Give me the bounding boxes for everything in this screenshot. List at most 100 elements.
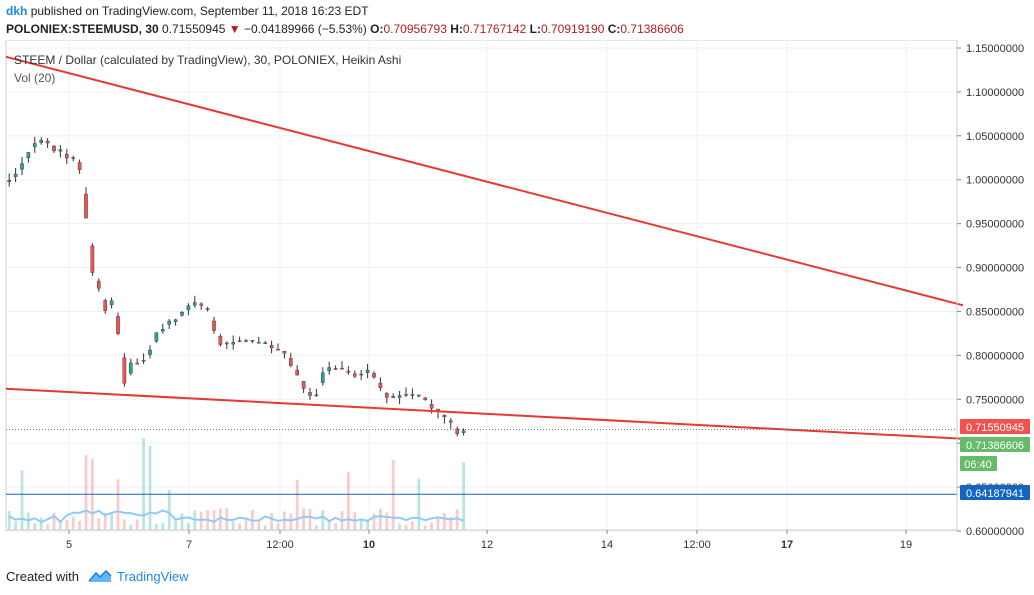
candle-body (180, 312, 184, 316)
candle-body (417, 394, 421, 397)
candle-body (359, 373, 364, 376)
candle-body (71, 157, 75, 159)
candle-body (205, 308, 210, 310)
volume-bar (455, 509, 459, 530)
candle-body (321, 372, 325, 383)
candle-body (96, 280, 101, 289)
symbol-line: POLONIEX:STEEMUSD, 30 0.71550945 ▼ −0.04… (6, 21, 684, 37)
volume-bar (135, 519, 139, 530)
candle-body (353, 373, 357, 377)
volume-bar (321, 510, 325, 530)
time-tick-label: 10 (363, 539, 375, 551)
close-label: C: (607, 22, 621, 36)
last-price: 0.71550945 (162, 22, 226, 36)
candle-body (372, 373, 376, 378)
candle-body (333, 368, 338, 370)
volume-bar (430, 522, 433, 530)
volume-bar (289, 513, 293, 530)
candle-body (84, 193, 88, 219)
candle-body (429, 404, 434, 409)
volume-bar (462, 462, 465, 530)
symbol-name: POLONIEX:STEEMUSD, 30 (6, 22, 159, 36)
chart-area[interactable]: 1.15000000 1.10000000 1.05000000 1.00000000… (0, 40, 1034, 559)
volume-bar (417, 478, 421, 530)
volume-label: Vol (20) (14, 71, 55, 85)
candle-body (39, 139, 43, 143)
price-tick-label: 0.75000000 (966, 394, 1024, 406)
volume-bar (212, 510, 216, 530)
time-axis[interactable]: 5 7 12:00 10 12 14 12:00 17 19 (6, 529, 957, 551)
candle-body (173, 319, 178, 322)
volume-bar (33, 523, 37, 530)
volume-bar (276, 523, 280, 530)
candle-body (423, 397, 428, 400)
volume-bar (52, 512, 56, 530)
volume-bar (436, 516, 440, 530)
tradingview-logo-icon[interactable] (88, 568, 112, 584)
volume-bar (379, 508, 382, 530)
volume-bar (449, 516, 453, 530)
candle-body (378, 382, 383, 389)
candle-body (64, 153, 69, 159)
candle-body (237, 340, 242, 342)
candle-body (269, 344, 274, 349)
price-tick-label: 0.90000000 (966, 263, 1024, 275)
volume-bar (347, 472, 350, 530)
candle-body (301, 381, 306, 389)
volume-bar (295, 479, 299, 530)
volume-bar (110, 512, 113, 530)
price-tag-bg (960, 485, 1030, 500)
price-tag-bg (960, 437, 1030, 452)
candle-body (122, 357, 127, 384)
price-change: −0.04189966 (−5.53%) (244, 22, 367, 36)
candles (7, 136, 466, 437)
footer: Created with TradingView (0, 559, 1034, 595)
volume-bar (404, 525, 408, 530)
volume-bar (187, 523, 190, 530)
volume-bar (231, 521, 235, 530)
candle-body (26, 152, 31, 159)
time-tick-label: 7 (186, 539, 192, 551)
price-tick-label: 0.60000000 (966, 526, 1024, 538)
volume-bar (129, 524, 133, 530)
volume-bar (20, 470, 24, 530)
candle-body (276, 348, 280, 351)
trendline-lower (5, 387, 964, 440)
volume-bar (148, 446, 152, 530)
price-tag-bg (960, 419, 1030, 434)
price-tag-label: 0.71386606 (966, 440, 1024, 452)
trendlines[interactable] (5, 55, 964, 440)
price-tick-label: 1.05000000 (966, 131, 1024, 143)
candle-body (148, 349, 152, 355)
candle-body (20, 163, 24, 170)
trendline-upper (5, 55, 964, 307)
candle-body (461, 430, 466, 433)
volume-bar (71, 516, 75, 530)
volume-bar (302, 508, 305, 530)
author-link[interactable]: dkh (6, 4, 28, 18)
publish-line: dkh published on TradingView.com, Septem… (6, 3, 368, 19)
volume-bar (116, 479, 120, 530)
candle-body (224, 342, 229, 345)
grid (6, 40, 957, 532)
levels (6, 429, 957, 495)
price-tag-label: 0.71550945 (966, 422, 1024, 434)
volume-bar (14, 521, 17, 530)
price-tick-label: 1.10000000 (966, 87, 1024, 99)
candle-body (7, 180, 11, 182)
candle-body (295, 369, 300, 376)
volume-bar (155, 523, 158, 530)
volume-bar (359, 519, 363, 530)
price-tick-label: 0.85000000 (966, 306, 1024, 318)
open-label: O: (370, 22, 384, 36)
candle-body (186, 305, 191, 311)
candle-body (154, 332, 159, 342)
volume-bar (123, 519, 126, 530)
volume-bar (39, 517, 43, 530)
volume-bar (219, 508, 222, 530)
tradingview-link[interactable]: TradingView (117, 569, 189, 584)
candle-body (314, 394, 319, 397)
volume-bar (315, 525, 318, 530)
candle-body (282, 351, 287, 354)
candle-body (346, 370, 351, 373)
